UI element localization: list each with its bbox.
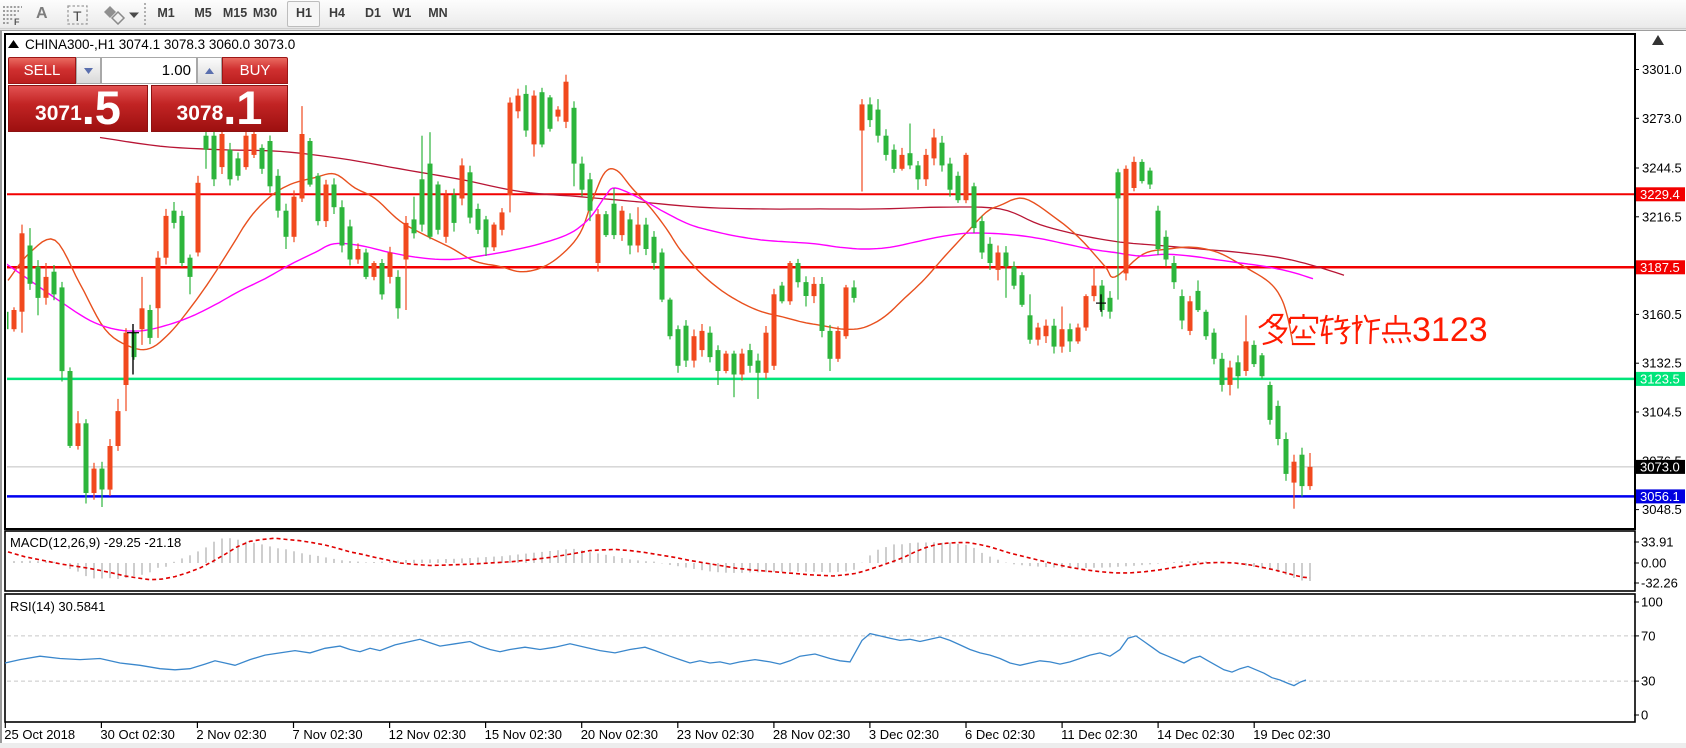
svg-text:30 Oct 02:30: 30 Oct 02:30 [100,727,174,742]
svg-text:30: 30 [1641,674,1655,689]
svg-text:3216.5: 3216.5 [1642,209,1682,224]
svg-text:T: T [73,8,82,24]
svg-text:3229.4: 3229.4 [1640,187,1680,202]
svg-text:3048.5: 3048.5 [1642,502,1682,517]
svg-text:3056.1: 3056.1 [1640,489,1680,504]
svg-text:0.00: 0.00 [1641,556,1666,571]
svg-text:3 Dec 02:30: 3 Dec 02:30 [869,727,939,742]
svg-text:MACD(12,26,9) -29.25 -21.18: MACD(12,26,9) -29.25 -21.18 [10,535,181,550]
svg-text:3301.0: 3301.0 [1642,62,1682,77]
svg-text:12 Nov 02:30: 12 Nov 02:30 [389,727,466,742]
svg-text:3073.0: 3073.0 [1640,460,1680,475]
svg-text:RSI(14) 30.5841: RSI(14) 30.5841 [10,599,105,614]
svg-text:33.91: 33.91 [1641,535,1674,550]
svg-text:23 Nov 02:30: 23 Nov 02:30 [677,727,754,742]
svg-text:19 Dec 02:30: 19 Dec 02:30 [1253,727,1330,742]
svg-text:14 Dec 02:30: 14 Dec 02:30 [1157,727,1234,742]
svg-text:15 Nov 02:30: 15 Nov 02:30 [485,727,562,742]
svg-text:3104.5: 3104.5 [1642,405,1682,420]
svg-text:11 Dec 02:30: 11 Dec 02:30 [1061,727,1137,742]
svg-text:3123.5: 3123.5 [1640,372,1680,387]
svg-text:3160.5: 3160.5 [1642,307,1682,322]
svg-text:6 Dec 02:30: 6 Dec 02:30 [965,727,1035,742]
svg-text:3273.0: 3273.0 [1642,111,1682,126]
svg-text:28 Nov 02:30: 28 Nov 02:30 [773,727,850,742]
svg-text:25 Oct 2018: 25 Oct 2018 [4,727,75,742]
svg-text:2 Nov 02:30: 2 Nov 02:30 [196,727,266,742]
svg-text:3132.5: 3132.5 [1642,356,1682,371]
svg-text:20 Nov 02:30: 20 Nov 02:30 [581,727,658,742]
svg-text:0: 0 [1641,708,1648,723]
svg-text:F: F [14,17,20,26]
svg-text:3187.5: 3187.5 [1640,260,1680,275]
svg-text:70: 70 [1641,628,1655,643]
svg-text:CHINA300-,H1 3074.1 3078.3 30: CHINA300-,H1 3074.1 3078.3 3060.0 3073.0 [25,37,295,52]
svg-text:3244.5: 3244.5 [1642,161,1682,176]
svg-text:3123: 3123 [1412,311,1488,349]
svg-text:-32.26: -32.26 [1641,576,1678,591]
svg-text:7 Nov 02:30: 7 Nov 02:30 [293,727,363,742]
svg-text:100: 100 [1641,595,1663,610]
